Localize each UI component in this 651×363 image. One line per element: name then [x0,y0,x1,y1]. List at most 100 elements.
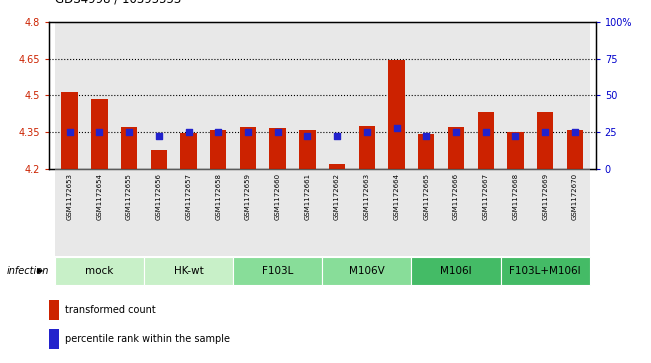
Bar [121,127,137,169]
Point [510,134,521,139]
Point [450,129,461,135]
Bar [322,22,352,169]
Text: GSM1172663: GSM1172663 [364,173,370,220]
Bar [441,22,471,169]
Bar [507,132,523,169]
Bar [359,126,375,169]
Bar [233,257,322,285]
Bar [263,169,292,256]
Text: GSM1172660: GSM1172660 [275,173,281,220]
Bar [471,169,501,256]
Bar [566,130,583,169]
Point [480,129,491,135]
Bar [411,22,441,169]
Bar [55,22,85,169]
Bar [501,169,531,256]
Point [184,129,194,135]
Point [332,134,342,139]
Point [421,134,432,139]
Point [243,129,253,135]
Bar [180,133,197,169]
Bar [531,169,560,256]
Text: GSM1172653: GSM1172653 [66,173,73,220]
Text: GSM1172656: GSM1172656 [156,173,162,220]
Text: GSM1172655: GSM1172655 [126,173,132,220]
Text: mock: mock [85,266,113,276]
Text: GSM1172664: GSM1172664 [394,173,400,220]
Point [213,129,223,135]
Bar [448,127,464,169]
Point [302,134,312,139]
Bar [537,113,553,169]
Text: infection: infection [7,266,49,276]
Bar [203,169,233,256]
Bar [292,169,322,256]
Bar [144,22,174,169]
Text: GSM1172669: GSM1172669 [542,173,548,220]
Bar [418,135,434,169]
Bar [210,130,227,169]
Bar [85,169,114,256]
Text: F103L: F103L [262,266,294,276]
Text: GSM1172661: GSM1172661 [305,173,311,220]
Bar [411,169,441,256]
Point [273,129,283,135]
Bar [501,22,531,169]
Bar [531,22,560,169]
Bar [411,257,501,285]
Bar [292,22,322,169]
Bar [55,169,85,256]
Text: GSM1172662: GSM1172662 [334,173,340,220]
Point [361,129,372,135]
Bar [49,300,59,320]
Bar [61,91,78,169]
Text: M106V: M106V [349,266,385,276]
Text: HK-wt: HK-wt [174,266,203,276]
Text: GSM1172670: GSM1172670 [572,173,578,220]
Text: transformed count: transformed count [65,305,156,315]
Bar [322,169,352,256]
Bar [381,169,411,256]
Bar [174,169,203,256]
Bar [114,22,144,169]
Bar [441,169,471,256]
Point [124,129,134,135]
Bar [91,99,107,169]
Bar [270,129,286,169]
Text: GSM1172665: GSM1172665 [423,173,429,220]
Bar [263,22,292,169]
Bar [85,22,114,169]
Text: GSM1172654: GSM1172654 [96,173,102,220]
Bar [144,169,174,256]
Point [94,129,105,135]
Bar [174,22,203,169]
Text: GDS4998 / 10395553: GDS4998 / 10395553 [55,0,182,5]
Bar [560,169,590,256]
Bar [471,22,501,169]
Bar [150,150,167,169]
Bar [240,127,256,169]
Text: percentile rank within the sample: percentile rank within the sample [65,334,230,344]
Text: GSM1172657: GSM1172657 [186,173,191,220]
Bar [381,22,411,169]
Bar [389,60,405,169]
Point [391,125,402,131]
Text: GSM1172666: GSM1172666 [453,173,459,220]
Bar [144,257,233,285]
Text: GSM1172659: GSM1172659 [245,173,251,220]
Bar [299,130,316,169]
Bar [114,169,144,256]
Bar [233,22,263,169]
Bar [560,22,590,169]
Text: ▶: ▶ [37,266,44,275]
Point [154,134,164,139]
Bar [478,113,494,169]
Bar [329,164,345,169]
Bar [203,22,233,169]
Bar [352,22,381,169]
Text: GSM1172668: GSM1172668 [512,173,518,220]
Bar [501,257,590,285]
Bar [322,257,411,285]
Text: F103L+M106I: F103L+M106I [509,266,581,276]
Bar [352,169,381,256]
